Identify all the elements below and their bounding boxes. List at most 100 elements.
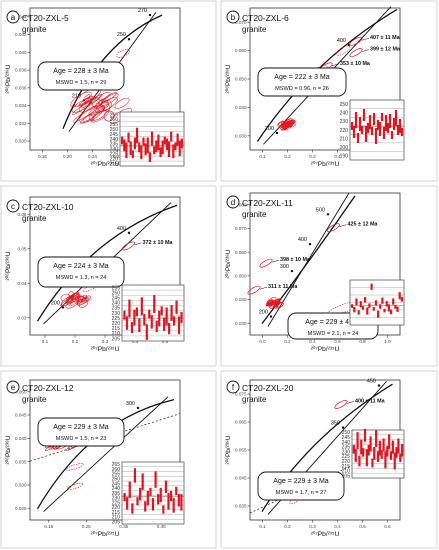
inset-error-bar (360, 301, 362, 307)
inset-error-bar (394, 305, 396, 309)
inset-error-bar (123, 311, 125, 320)
inset-error-bar (178, 316, 180, 334)
mswd-text: MSWD = 1.5, n = 23 (56, 436, 107, 442)
inset-error-bar (389, 114, 391, 128)
inset-error-bar (358, 310, 360, 315)
x-tick-label: 0.0 (259, 339, 266, 344)
y-tick-label: 0.036 (15, 85, 27, 90)
mswd-text: MSWD = 1.3, n = 24 (56, 275, 107, 281)
sample-name: CT20-ZXL-5 (22, 13, 69, 23)
inset-error-bar (131, 503, 133, 513)
inset-error-bar (127, 133, 129, 143)
x-tick-label: 0.35 (119, 524, 128, 529)
inset-error-bar (133, 310, 135, 326)
inset-error-bar (166, 307, 168, 325)
age-text: Age = 228 ± 3 Ma (53, 68, 109, 75)
inset-error-bar (158, 311, 160, 327)
inset-error-bar (363, 109, 365, 121)
inset-error-bar (126, 497, 128, 509)
panel-b: 0.10.20.30.40.50.60.0300.0400.0500.0600.… (221, 1, 437, 181)
inset-error-bar (147, 138, 149, 154)
panel-f: 0.1 0.2 0.3 0.4 0.5 0.60.0350.0450.0550.0650.… (221, 371, 437, 548)
inset-error-bar (164, 137, 166, 145)
x-tick-label: 0.16 (38, 154, 47, 159)
inset-error-bar (377, 120, 379, 130)
inset-tick-label: 240 (340, 111, 349, 117)
y-axis-title: ²⁰⁶Pb/²³⁸U (4, 435, 12, 464)
x-tick-label: 0.1 (42, 339, 49, 344)
inset-error-bar (390, 310, 392, 315)
inset-error-bar (368, 303, 370, 308)
inset-error-bar (154, 471, 156, 488)
inset-error-bar (383, 127, 385, 139)
inset-error-bar (140, 145, 142, 159)
y-axis-title: ²⁰⁶Pb/²³⁸U (224, 435, 232, 464)
inset-error-bar (147, 491, 149, 505)
inset-error-bar (393, 118, 395, 130)
rock-type: granite (242, 395, 267, 404)
y-tick-label: 0.045 (235, 476, 247, 481)
x-tick-label: 0.3 (309, 524, 316, 529)
age-marker (149, 14, 151, 16)
inset-error-bar (386, 301, 388, 306)
age-marker (291, 270, 293, 272)
inset-error-bar (351, 122, 353, 130)
inset-error-bar (142, 473, 144, 490)
y-tick-label: 0.040 (235, 105, 247, 110)
inset-error-bar (366, 307, 368, 314)
x-tick-label: 0.3 (309, 154, 316, 159)
inset-error-bar (161, 306, 163, 315)
panel-letter: e (11, 383, 16, 392)
x-tick-label: 0.5 (359, 524, 366, 529)
grain-age-annotation: 353 ± 10 Ma (340, 61, 371, 67)
grain-age-annotation: 311 ± 11 Ma (268, 284, 298, 290)
inset-error-bar (382, 439, 384, 452)
inset-error-bar (146, 324, 148, 340)
rock-type: granite (242, 210, 267, 219)
x-axis-title: ²⁰⁷Pb/²³⁵U (311, 530, 340, 538)
inset-error-bar (139, 488, 141, 500)
inset-error-bar (355, 449, 357, 462)
inset-error-bar (126, 316, 128, 329)
y-tick-label: 0.060 (235, 48, 247, 53)
inset-error-bar (152, 498, 154, 510)
inset-error-bar (172, 144, 174, 158)
x-tick-label: 0.15 (44, 524, 53, 529)
age-marker (342, 426, 344, 428)
inset-error-bar (142, 138, 144, 146)
inset-error-bar (162, 505, 164, 513)
x-axis-title: ²⁰⁷Pb/²³⁵U (311, 345, 340, 353)
x-tick-label: 0.2 (72, 339, 79, 344)
inset-error-bar (375, 128, 377, 144)
inset-error-bar (136, 497, 138, 505)
inset-tick-label: 265 (110, 112, 119, 118)
age-marker (128, 232, 130, 234)
age-summary-box (38, 257, 124, 287)
inset-error-bar (369, 115, 371, 129)
x-axis-title: ²⁰⁷Pb/²³⁵U (311, 160, 340, 168)
age-marker (137, 407, 139, 409)
x-tick-label: 0.6 (384, 524, 391, 529)
inset-error-bar (357, 133, 359, 143)
inset-error-bar (371, 284, 373, 290)
x-tick-label: 0.2 (284, 524, 291, 529)
rock-type: granite (242, 25, 267, 34)
inset-error-bar (362, 448, 364, 457)
panel-a: 0.160.200.240.280.320.360.0300.0320.0340… (1, 1, 216, 181)
inset-error-bar (170, 491, 172, 501)
inset-error-bar (149, 152, 151, 162)
x-axis-title: ²⁰⁷Pb/²³⁵U (91, 345, 120, 353)
x-tick-label: 0.25 (82, 524, 91, 529)
inset-error-bar (179, 140, 181, 156)
inset-error-bar (153, 295, 155, 313)
inset-error-bar (138, 319, 140, 332)
inset-error-bar (130, 141, 132, 155)
inset-error-bar (171, 305, 173, 321)
inset-error-bar (134, 468, 136, 482)
concordia-age-label: 270 (138, 8, 147, 14)
inset-error-bar (167, 493, 169, 510)
inset-error-bar (381, 298, 383, 304)
x-tick-label: 0.24 (88, 154, 97, 159)
age-marker (276, 132, 278, 134)
y-axis-title: ²⁰⁶Pb/²³⁸U (224, 64, 232, 93)
